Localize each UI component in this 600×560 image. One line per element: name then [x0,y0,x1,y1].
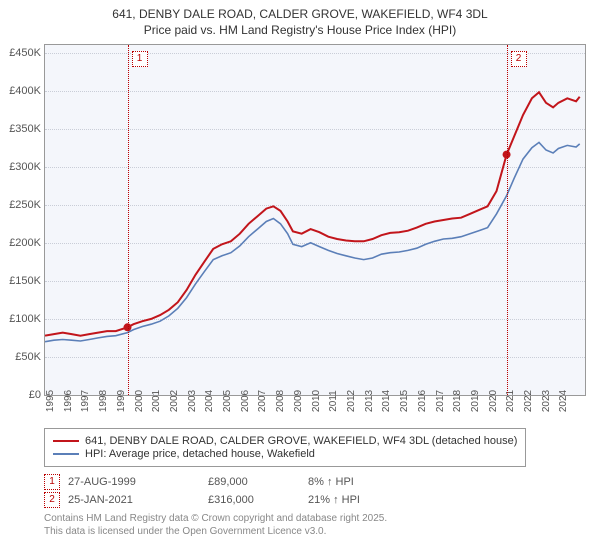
sale-diff: 8% ↑ HPI [308,476,408,488]
sale-date: 25-JAN-2021 [68,494,208,506]
legend-label: HPI: Average price, detached house, Wake… [85,448,315,460]
y-tick-label: £450K [9,47,41,59]
y-tick-label: £350K [9,123,41,135]
legend-label: 641, DENBY DALE ROAD, CALDER GROVE, WAKE… [85,435,517,447]
sale-row: 1 27-AUG-1999£89,0008% ↑ HPI [44,474,408,490]
y-tick-label: £400K [9,85,41,97]
sale-diff: 21% ↑ HPI [308,494,408,506]
y-tick-label: £150K [9,275,41,287]
series-price [45,92,580,336]
title-line1: 641, DENBY DALE ROAD, CALDER GROVE, WAKE… [10,6,590,22]
chart-container: { "title_line1": "641, DENBY DALE ROAD, … [0,0,600,560]
legend-swatch [53,440,79,442]
legend-swatch [53,453,79,455]
y-tick-label: £0 [29,389,41,401]
sales-list: 1 27-AUG-1999£89,0008% ↑ HPI 2 25-JAN-2021£… [44,472,408,510]
y-tick-label: £300K [9,161,41,173]
legend-item: HPI: Average price, detached house, Wake… [53,448,517,460]
legend: 641, DENBY DALE ROAD, CALDER GROVE, WAKE… [44,428,526,467]
sale-marker-line [128,45,129,395]
credit-line2: This data is licensed under the Open Gov… [44,525,387,538]
sale-row: 2 25-JAN-2021£316,00021% ↑ HPI [44,492,408,508]
legend-item: 641, DENBY DALE ROAD, CALDER GROVE, WAKE… [53,435,517,447]
y-tick-label: £50K [15,351,41,363]
sale-marker-number: 1 [132,51,148,67]
y-tick-label: £200K [9,237,41,249]
y-tick-label: £100K [9,313,41,325]
sale-marker-number: 2 [511,51,527,67]
sale-date: 27-AUG-1999 [68,476,208,488]
sale-number-icon: 1 [44,474,60,490]
series-hpi [45,142,580,341]
sale-price: £316,000 [208,494,308,506]
sale-price: £89,000 [208,476,308,488]
sale-number-icon: 2 [44,492,60,508]
y-tick-label: £250K [9,199,41,211]
plot-area: £0£50K£100K£150K£200K£250K£300K£350K£400… [44,44,586,396]
credit-line1: Contains HM Land Registry data © Crown c… [44,512,387,525]
sale-marker-line [507,45,508,395]
title-line2: Price paid vs. HM Land Registry's House … [10,22,590,38]
chart-title: 641, DENBY DALE ROAD, CALDER GROVE, WAKE… [0,0,600,38]
credit-text: Contains HM Land Registry data © Crown c… [44,512,387,538]
